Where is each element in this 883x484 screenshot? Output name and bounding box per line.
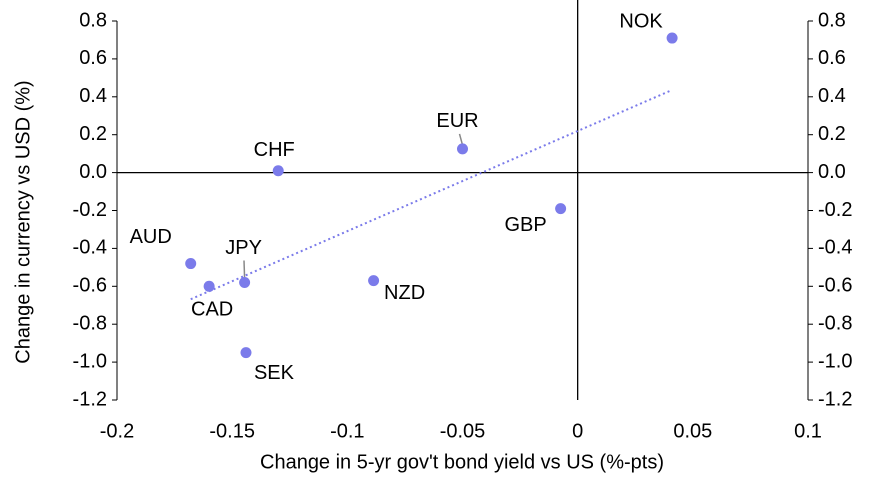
y2-tick-label: -0.2 xyxy=(818,199,852,221)
y2-tick-label: 0.0 xyxy=(818,161,846,183)
x-tick-label: 0.05 xyxy=(673,420,712,442)
y2-tick-label: 0.2 xyxy=(818,123,846,145)
leader-line xyxy=(458,133,464,146)
y-tick-label: 0.8 xyxy=(79,9,107,31)
y-tick-label: 0.6 xyxy=(79,47,107,69)
point-label: NZD xyxy=(384,282,425,304)
point xyxy=(240,347,252,359)
leader-line xyxy=(243,260,246,279)
y-tick-label: 0.2 xyxy=(79,123,107,145)
y2-tick-label: -1.2 xyxy=(818,388,852,410)
y2-tick-label: 0.4 xyxy=(818,85,846,107)
point xyxy=(185,258,197,270)
y2-tick-label: 0.8 xyxy=(818,9,846,31)
x-axis-title: Change in 5-yr gov't bond yield vs US (%… xyxy=(260,451,664,473)
y2-tick-label: -0.4 xyxy=(818,237,852,259)
point-label: CHF xyxy=(254,139,295,161)
y-tick-label: -0.8 xyxy=(73,312,107,334)
y2-tick-label: -1.0 xyxy=(818,350,852,372)
y-tick-label: -0.2 xyxy=(73,199,107,221)
point xyxy=(666,32,678,44)
point xyxy=(239,277,251,289)
y-tick-label: -0.6 xyxy=(73,275,107,297)
x-tick-label: -0.1 xyxy=(330,420,364,442)
y-tick-label: 0.4 xyxy=(79,85,107,107)
point xyxy=(368,275,380,287)
y2-tick-label: -0.8 xyxy=(818,312,852,334)
point-label: SEK xyxy=(254,362,295,384)
x-tick-label: 0 xyxy=(572,420,583,442)
x-tick-label: 0.1 xyxy=(794,420,822,442)
x-tick-label: -0.05 xyxy=(440,420,486,442)
y-tick-label: 0.0 xyxy=(79,161,107,183)
point-label: JPY xyxy=(225,237,262,259)
point-label: NOK xyxy=(619,10,663,32)
point-label: CAD xyxy=(191,299,233,321)
point xyxy=(457,143,468,155)
point-label: AUD xyxy=(130,226,172,248)
x-tick-label: -0.15 xyxy=(209,420,255,442)
y-tick-label: -0.4 xyxy=(73,237,107,259)
point xyxy=(272,165,284,177)
x-tick-label: -0.2 xyxy=(100,420,134,442)
point xyxy=(203,280,215,292)
point xyxy=(555,203,567,215)
y-tick-label: -1.0 xyxy=(73,350,107,372)
y2-tick-label: -0.6 xyxy=(818,275,852,297)
y-axis-title: Change in currency vs USD (%) xyxy=(12,80,34,363)
point-label: GBP xyxy=(504,214,546,236)
y2-tick-label: 0.6 xyxy=(818,47,846,69)
y-tick-label: -1.2 xyxy=(73,388,107,410)
point-label: EUR xyxy=(436,110,478,132)
trendline xyxy=(190,89,673,301)
